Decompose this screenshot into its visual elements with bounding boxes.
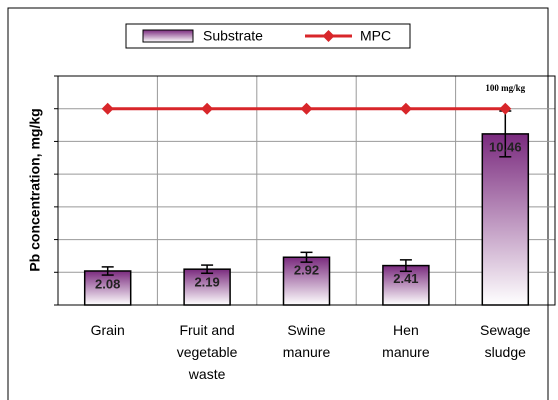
mpc-marker [101,102,114,115]
value-label: 2.19 [194,275,219,290]
value-label: 10.46 [489,139,522,154]
mpc-marker [399,102,412,115]
value-label: 2.92 [294,263,319,278]
value-label: 2.41 [393,271,418,286]
mpc-marker [300,102,313,115]
bar [481,133,530,306]
legend-swatch [142,29,194,43]
x-tick-label: Sewage sludge [480,322,531,360]
x-tick-label: Swine manure [282,322,331,360]
bar [282,256,331,306]
mpc-marker [201,102,214,115]
value-label: 2.08 [95,276,120,291]
legend-label: Substrate [203,28,263,44]
legend-marker [322,30,335,42]
y-axis-label: Pb concentration, mg/kg [27,108,43,271]
x-tick-label: Fruit and vegetable waste [176,322,238,382]
x-tick-label: Grain [90,322,125,338]
bar [183,268,231,306]
bar [382,264,430,306]
x-tick-label: Hen manure [382,322,430,360]
mpc-marker [499,102,512,115]
frame [7,7,549,400]
bar [83,270,132,306]
annotation: 100 mg/kg [485,83,525,93]
legend-label: MPC [360,28,391,44]
